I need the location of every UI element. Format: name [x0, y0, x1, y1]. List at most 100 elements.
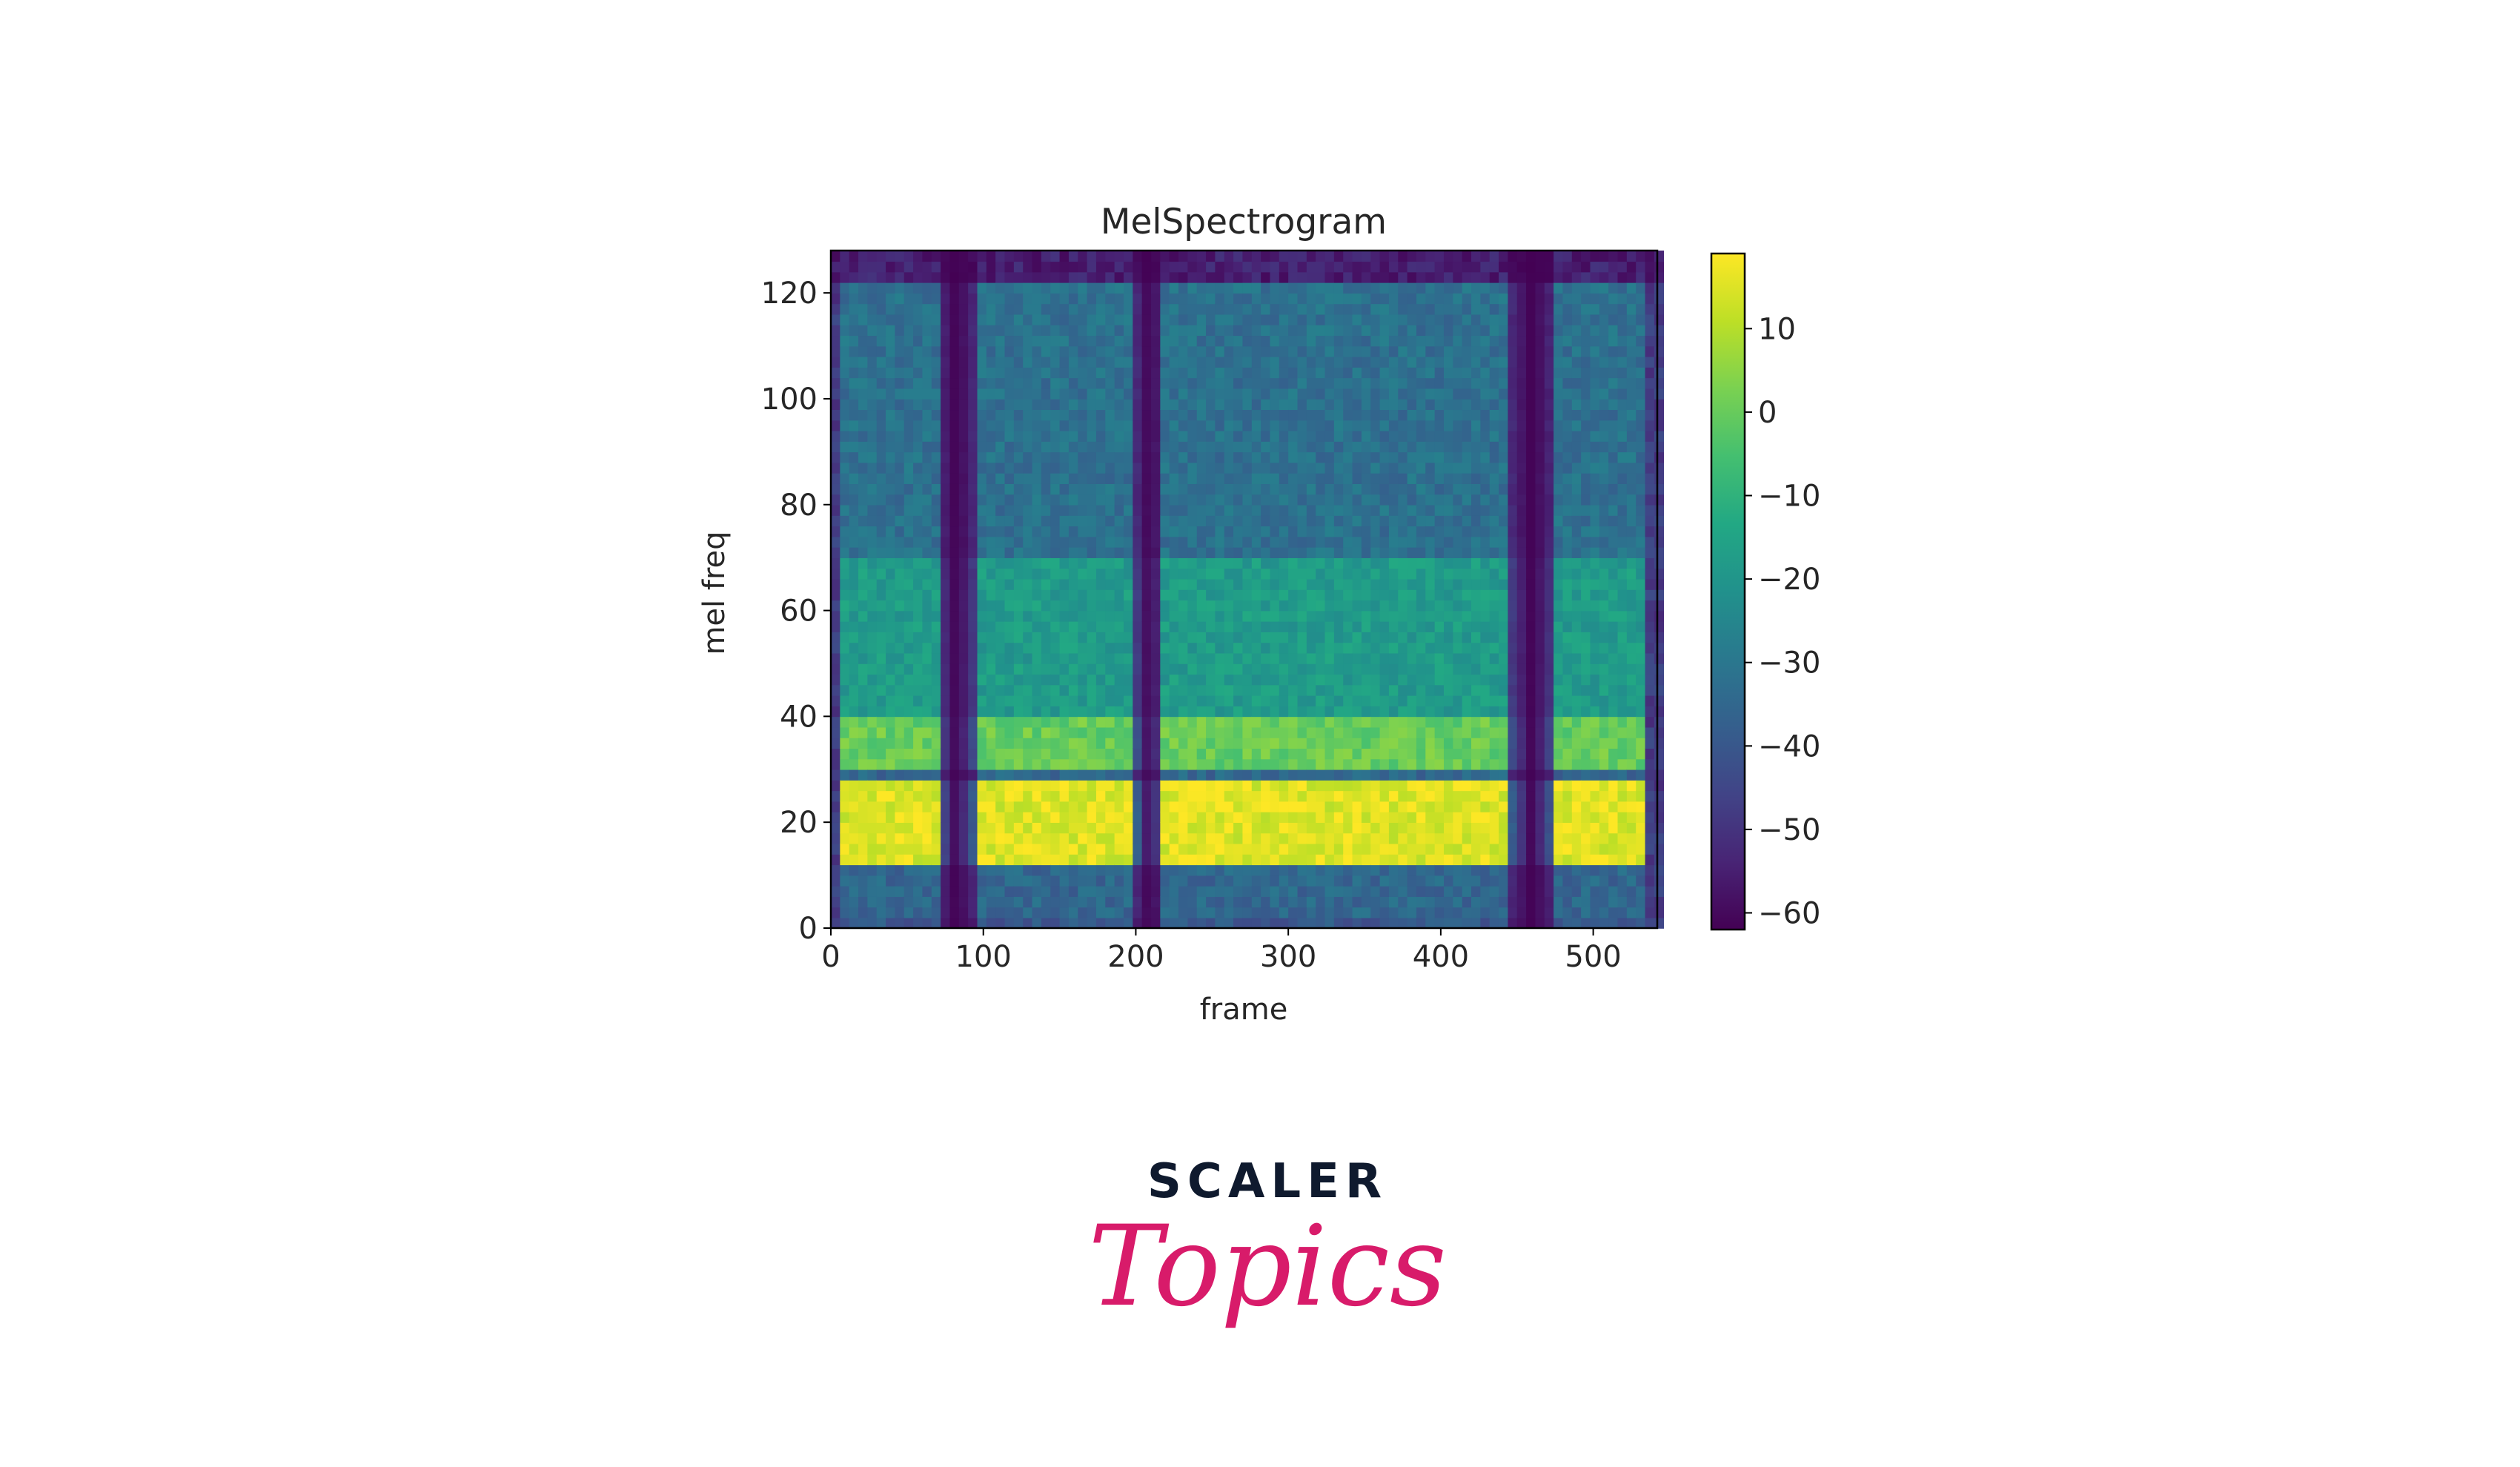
heatmap-cell — [1123, 430, 1134, 442]
heatmap-cell — [1041, 293, 1052, 305]
heatmap-cell — [876, 674, 886, 686]
heatmap-cell — [1196, 335, 1207, 347]
heatmap-cell — [1535, 388, 1545, 400]
heatmap-cell — [1178, 822, 1189, 834]
heatmap-cell — [1480, 684, 1491, 696]
heatmap-cell — [1105, 314, 1115, 325]
heatmap-cell — [1261, 526, 1271, 537]
heatmap-cell — [1095, 494, 1107, 506]
heatmap-cell — [1516, 420, 1527, 431]
heatmap-cell — [1068, 526, 1079, 537]
heatmap-cell — [1196, 737, 1207, 749]
heatmap-cell — [1178, 706, 1189, 718]
heatmap-cell — [995, 663, 1006, 675]
heatmap-cell — [1187, 706, 1198, 718]
heatmap-cell — [1095, 441, 1107, 453]
heatmap-cell — [1004, 758, 1015, 770]
heatmap-cell — [1453, 769, 1463, 781]
heatmap-cell — [1288, 462, 1299, 474]
heatmap-cell — [1508, 472, 1518, 484]
heatmap-cell — [1169, 610, 1179, 622]
heatmap-cell — [1425, 282, 1436, 294]
heatmap-cell — [1032, 451, 1042, 463]
heatmap-cell — [1032, 293, 1042, 305]
heatmap-cell — [1059, 335, 1070, 347]
heatmap-cell — [995, 494, 1006, 506]
heatmap-cell — [941, 769, 951, 781]
heatmap-cell — [1160, 726, 1170, 738]
heatmap-cell — [1224, 864, 1234, 876]
heatmap-cell — [1535, 546, 1545, 558]
heatmap-cell — [922, 674, 932, 686]
heatmap-cell — [1133, 684, 1143, 696]
heatmap-cell — [895, 917, 905, 929]
heatmap-cell — [931, 546, 941, 558]
heatmap-cell — [1169, 345, 1179, 357]
heatmap-cell — [1196, 801, 1207, 812]
heatmap-cell — [1535, 335, 1545, 347]
heatmap-cell — [1261, 589, 1271, 601]
heatmap-cell — [1133, 769, 1143, 781]
heatmap-cell — [1316, 546, 1326, 558]
heatmap-cell — [977, 716, 987, 728]
heatmap-cell — [1160, 600, 1170, 612]
heatmap-cell — [1333, 293, 1344, 305]
heatmap-cell — [1087, 600, 1097, 612]
heatmap-cell — [1526, 610, 1536, 622]
heatmap-cell — [913, 589, 924, 601]
heatmap-cell — [1013, 917, 1024, 929]
heatmap-cell — [1242, 430, 1253, 442]
heatmap-cell — [941, 875, 951, 887]
heatmap-cell — [1251, 589, 1261, 601]
heatmap-cell — [1453, 356, 1463, 368]
heatmap-cell — [1499, 494, 1509, 506]
heatmap-cell — [1333, 706, 1344, 718]
heatmap-cell — [913, 314, 924, 325]
heatmap-cell — [858, 748, 869, 760]
heatmap-cell — [1004, 324, 1015, 337]
heatmap-cell — [903, 345, 914, 357]
heatmap-cell — [1425, 536, 1436, 548]
heatmap-cell — [1434, 314, 1445, 325]
heatmap-cell — [1407, 832, 1417, 844]
heatmap-cell — [1187, 769, 1198, 781]
heatmap-cell — [1324, 875, 1335, 887]
heatmap-cell — [1068, 314, 1079, 325]
heatmap-cell — [1407, 504, 1417, 516]
heatmap-cell — [949, 462, 960, 474]
heatmap-cell — [1407, 917, 1417, 929]
heatmap-cell — [840, 441, 850, 453]
heatmap-cell — [1453, 642, 1463, 654]
heatmap-cell — [1407, 780, 1417, 792]
heatmap-cell — [1078, 684, 1088, 696]
heatmap-cell — [1169, 578, 1179, 590]
heatmap-cell — [1242, 472, 1253, 484]
heatmap-cell — [995, 546, 1006, 558]
heatmap-cell — [1297, 780, 1307, 792]
heatmap-cell — [1187, 441, 1198, 453]
heatmap-cell — [1297, 716, 1307, 728]
heatmap-cell — [1050, 557, 1061, 569]
heatmap-cell — [1187, 811, 1198, 823]
heatmap-cell — [858, 409, 869, 421]
heatmap-cell — [949, 758, 960, 770]
heatmap-cell — [1471, 441, 1482, 453]
heatmap-cell — [886, 356, 896, 368]
heatmap-cell — [876, 600, 886, 612]
heatmap-cell — [1078, 303, 1088, 315]
heatmap-cell — [1251, 663, 1261, 675]
heatmap-cell — [1398, 663, 1408, 675]
heatmap-cell — [1416, 822, 1427, 834]
heatmap-cell — [1068, 335, 1079, 347]
heatmap-cell — [1206, 282, 1216, 294]
heatmap-cell — [1333, 896, 1344, 908]
heatmap-cell — [995, 748, 1006, 760]
heatmap-cell — [1141, 620, 1152, 632]
heatmap-cell — [1169, 843, 1179, 855]
heatmap-cell — [995, 367, 1006, 379]
heatmap-cell — [1242, 536, 1253, 548]
heatmap-cell — [1114, 790, 1124, 802]
heatmap-cell — [1443, 578, 1454, 590]
heatmap-cell — [941, 748, 951, 760]
heatmap-cell — [1059, 790, 1070, 802]
